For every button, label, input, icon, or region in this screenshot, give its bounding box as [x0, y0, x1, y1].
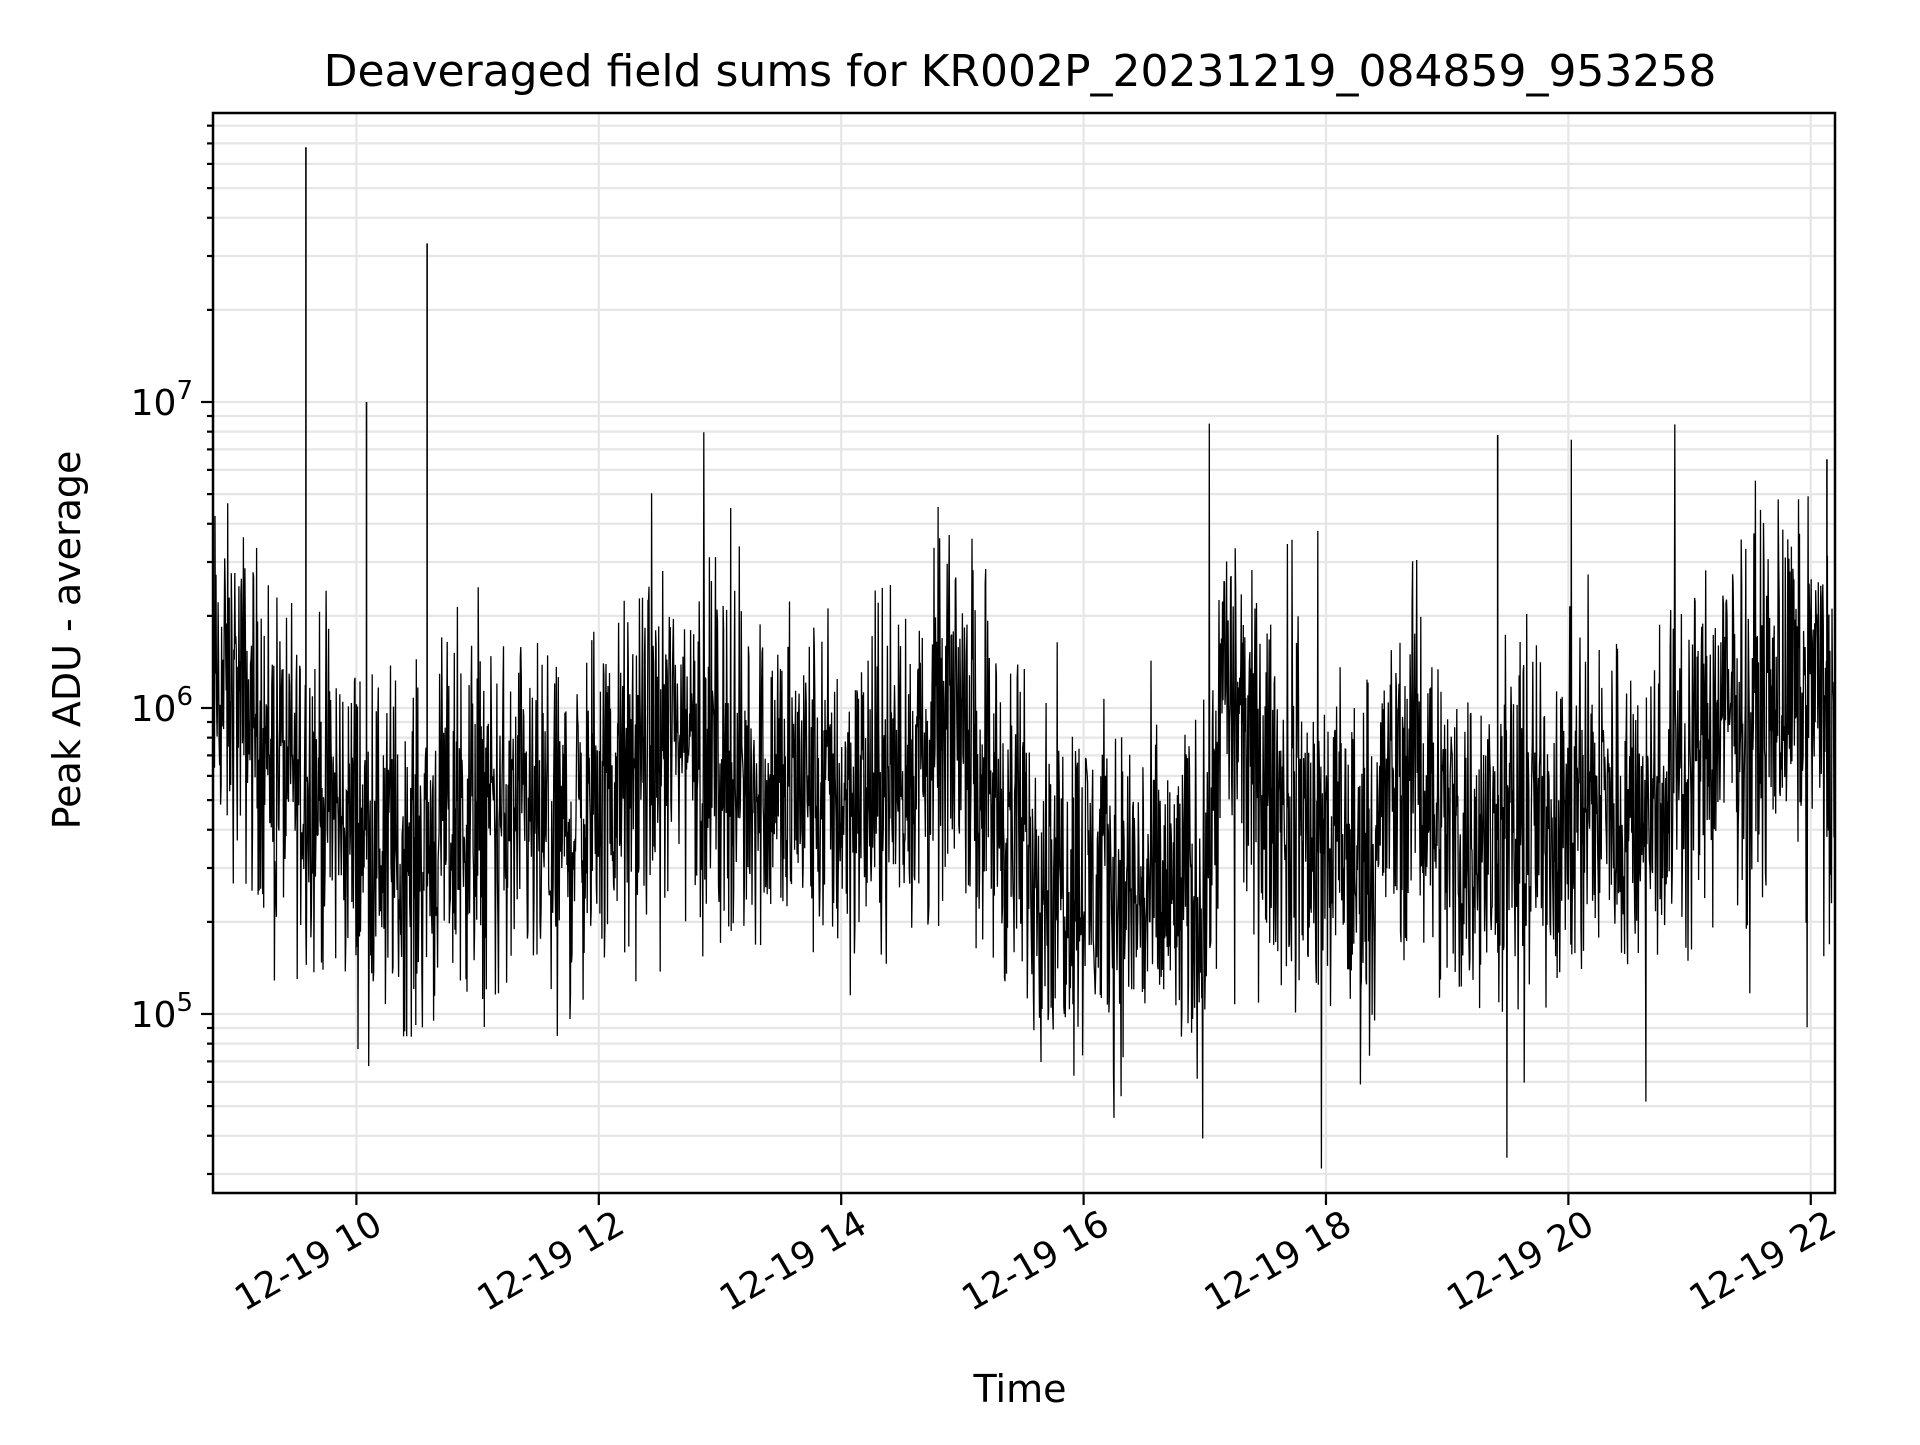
series-line: [212, 423, 1836, 1169]
x-tick-label: 12-19 22: [1683, 1203, 1844, 1319]
y-tick-label: 106: [131, 682, 193, 730]
x-tick-label: 12-19 20: [1440, 1203, 1601, 1319]
y-tick-label: 105: [131, 988, 193, 1036]
chart-title: Deaveraged field sums for KR002P_2023121…: [324, 46, 1717, 97]
x-tick-label: 12-19 12: [471, 1203, 632, 1319]
x-tick-label: 12-19 14: [713, 1203, 874, 1319]
x-tick-label: 12-19 18: [1198, 1203, 1359, 1319]
x-axis: 12-19 10 12-19 12 12-19 14 12-19 16 12-19 18…: [228, 1193, 1843, 1320]
plot-area-frame: [211, 111, 1837, 1195]
y-tick-label: 107: [131, 376, 193, 424]
grid: [213, 113, 1835, 1193]
x-axis-label: Time: [973, 1367, 1067, 1411]
x-tick-label: 12-19 10: [228, 1203, 389, 1319]
x-tick-label: 12-19 16: [955, 1203, 1116, 1319]
y-axis-label: Peak ADU - average: [45, 451, 89, 830]
series-layer: [212, 147, 1836, 1169]
y-axis: 105 106 107: [131, 124, 213, 1176]
